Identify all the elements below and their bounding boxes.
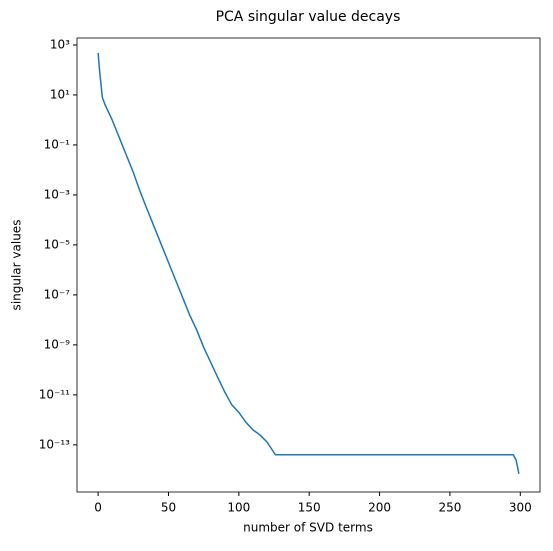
y-tick-label: 10⁻⁷ <box>44 287 71 301</box>
x-tick-label: 250 <box>438 501 461 515</box>
y-tick-label: 10⁻¹ <box>44 137 71 151</box>
x-axis-label: number of SVD terms <box>243 521 373 535</box>
y-tick-label: 10⁻¹¹ <box>39 387 70 401</box>
y-tick-label: 10⁻¹³ <box>39 437 70 451</box>
plot-frame <box>76 37 541 493</box>
data-line <box>97 52 520 474</box>
x-tick-label: 150 <box>298 501 321 515</box>
y-tick-label: 10³ <box>50 37 70 51</box>
y-axis-label: singular values <box>10 220 24 311</box>
x-tick-label: 300 <box>509 501 532 515</box>
x-tick-label: 100 <box>227 501 250 515</box>
y-tick-label: 10⁻⁹ <box>44 337 71 351</box>
y-tick-label: 10⁻⁵ <box>44 237 71 251</box>
x-tick-label: 0 <box>94 501 102 515</box>
chart-title: PCA singular value decays <box>216 9 401 25</box>
y-tick-label: 10⁻³ <box>44 187 71 201</box>
y-tick-label: 10¹ <box>50 87 70 101</box>
x-tick-label: 50 <box>161 501 176 515</box>
x-tick-label: 200 <box>368 501 391 515</box>
